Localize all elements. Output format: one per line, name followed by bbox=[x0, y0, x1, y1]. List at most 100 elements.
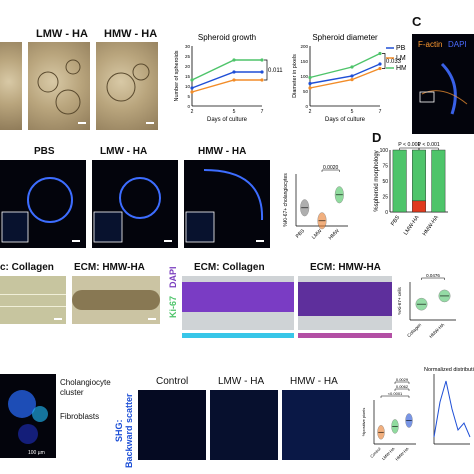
brightfield-collagen bbox=[0, 276, 66, 324]
data-point-lmw bbox=[232, 78, 236, 82]
x-tick-label: HMW-HA bbox=[422, 214, 440, 237]
data-point-hmw bbox=[308, 75, 312, 80]
distribution-line bbox=[433, 380, 471, 438]
label-ecm-hmw-ha-left: ECM: HMW-HA bbox=[74, 262, 145, 273]
y-tick-label: 0 bbox=[187, 104, 190, 109]
y-tick-label: 5 bbox=[187, 94, 190, 99]
shg-control bbox=[138, 390, 206, 460]
x-tick-label: PBS bbox=[390, 214, 401, 227]
significance-bracket bbox=[380, 395, 410, 398]
y-axis-label: %Ki-67+ cells bbox=[397, 287, 402, 315]
label-ecm-hmw-ha: ECM: HMW-HA bbox=[310, 262, 381, 273]
x-tick-label: LMW-HA bbox=[403, 214, 421, 236]
tissue-band bbox=[72, 290, 160, 310]
label-dapi-c: DAPI bbox=[168, 266, 178, 288]
y-axis-label: Normalized distribution bbox=[424, 367, 474, 373]
legend-label-hmw: HMW bbox=[396, 65, 406, 72]
y-tick-label: 10 bbox=[185, 84, 191, 89]
data-point-hmw bbox=[350, 65, 354, 69]
y-tick-label: 25 bbox=[382, 195, 388, 201]
tissue-band bbox=[182, 282, 294, 312]
data-point-lmw bbox=[190, 90, 194, 94]
y-tick-label: 25 bbox=[185, 54, 191, 59]
label-factin: F-actin bbox=[418, 40, 443, 49]
micrograph-c-factin bbox=[412, 34, 474, 134]
scale-bar bbox=[146, 122, 154, 124]
cluster-signal bbox=[8, 390, 48, 444]
x-tick-label: HMW bbox=[328, 228, 341, 241]
p-value-label: P < 0.001 bbox=[398, 142, 420, 148]
chart-title: Spheroid diameter bbox=[312, 33, 378, 42]
x-tick-label: Collagen bbox=[406, 322, 422, 338]
bar-segment bbox=[412, 149, 426, 202]
label-shg: SHG: bbox=[114, 419, 124, 443]
shg-hmw bbox=[282, 390, 350, 460]
y-tick-label: 100 bbox=[380, 148, 389, 154]
y-axis-label: %positive pixels bbox=[361, 408, 366, 436]
cell-signal bbox=[419, 62, 468, 115]
y-tick-label: 50 bbox=[382, 179, 388, 185]
label-hmw-ha-b: HMW - HA bbox=[198, 146, 247, 157]
y-axis-label: Diameter in pixels bbox=[292, 54, 298, 98]
series-line-lmw bbox=[191, 79, 262, 93]
fluor-lmw bbox=[92, 160, 178, 248]
legend-label-lmw: LMW bbox=[396, 55, 406, 62]
x-tick-label: 5 bbox=[233, 109, 236, 115]
title-hmw-ha: HMW - HA bbox=[290, 376, 338, 387]
p-value-label: P < 0.001 bbox=[418, 142, 440, 148]
label-scale-100: 100 µm bbox=[28, 450, 45, 456]
data-point-pbs bbox=[350, 74, 354, 78]
bar-segment bbox=[431, 149, 446, 213]
data-point-hmw bbox=[232, 58, 236, 62]
series-line-hmw bbox=[309, 52, 381, 79]
y-tick-label: 20 bbox=[185, 64, 191, 69]
fluor-pbs bbox=[0, 160, 86, 248]
x-tick-label: 7 bbox=[379, 109, 382, 115]
spheroid-outline bbox=[93, 177, 161, 243]
x-axis-label: Days of culture bbox=[325, 117, 366, 123]
chart-ki67-cells: %Ki-67+ cells Collagen HMW-HA 0.0476 bbox=[397, 273, 456, 339]
scale-bar bbox=[78, 122, 86, 124]
significance-bracket bbox=[418, 147, 439, 150]
x-tick-label: PBS bbox=[295, 228, 307, 240]
label-pbs: PBS bbox=[34, 146, 55, 157]
legend-bar-hmw bbox=[298, 333, 392, 338]
chart-spheroid-diameter: Spheroid diameter 0 50 100 150 200 2 5 7 Days of … bbox=[292, 33, 406, 123]
scale-bar bbox=[72, 240, 80, 242]
x-tick-label: HMW-HA bbox=[394, 446, 410, 462]
panel-letter-d: D bbox=[372, 130, 382, 145]
label-c-collagen: c: Collagen bbox=[0, 262, 54, 273]
data-point-pbs bbox=[308, 81, 312, 86]
x-tick-label: 2 bbox=[191, 109, 194, 115]
p-value-label: 0.0062 bbox=[396, 384, 409, 389]
p-value-label: 0.033 bbox=[386, 59, 402, 65]
label-lmw-ha: LMW - HA bbox=[36, 28, 88, 40]
scale-bar bbox=[164, 240, 172, 242]
shg-lmw bbox=[210, 390, 278, 460]
significance-bracket bbox=[264, 59, 268, 81]
significance-bracket bbox=[421, 277, 445, 280]
data-point-hmw bbox=[260, 58, 264, 62]
significance-bracket bbox=[321, 169, 340, 172]
data-point-lmw bbox=[378, 66, 382, 71]
p-value-label: 0.0029 bbox=[396, 377, 409, 382]
y-tick-label: 200 bbox=[300, 44, 308, 49]
title-lmw-ha: LMW - HA bbox=[218, 376, 265, 387]
spheroid-outline bbox=[1, 177, 73, 243]
significance-bracket bbox=[394, 388, 410, 391]
significance-bracket bbox=[382, 53, 386, 69]
scale-bar bbox=[256, 240, 264, 242]
label-cholangiocyte-text: Cholangiocyte cluster bbox=[60, 378, 111, 397]
y-axis-label: %Ki-67+ cholangiocytes bbox=[283, 173, 289, 227]
title-control: Control bbox=[156, 376, 189, 387]
data-point-pbs bbox=[378, 62, 382, 66]
x-axis-label: Days of culture bbox=[207, 117, 248, 123]
data-point-lmw bbox=[260, 78, 264, 82]
data-point-pbs bbox=[232, 70, 236, 74]
data-point-pbs bbox=[190, 86, 194, 90]
x-tick-label: 7 bbox=[261, 109, 264, 115]
y-tick-label: 100 bbox=[300, 74, 308, 79]
panel-letter-c: C bbox=[412, 14, 422, 29]
